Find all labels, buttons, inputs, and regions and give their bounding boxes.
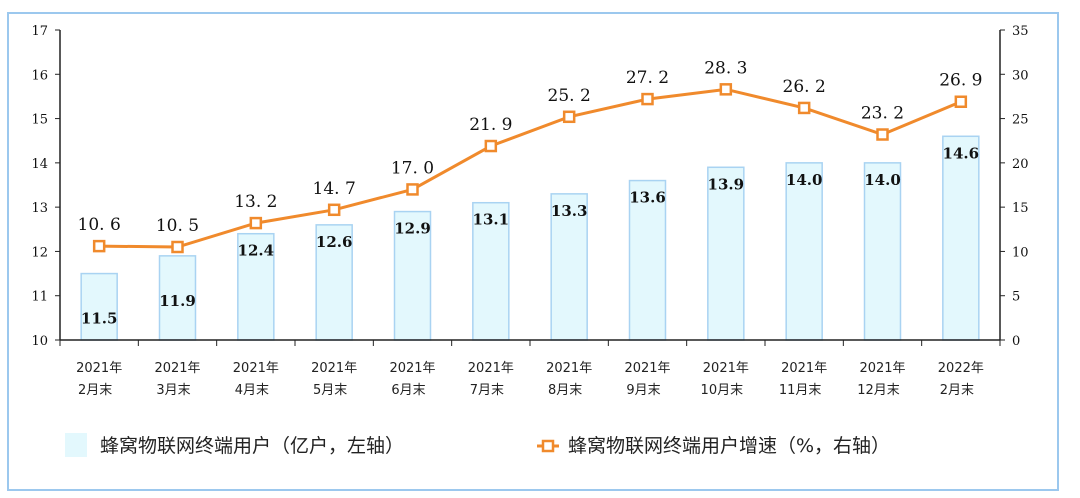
left-tick-label: 11 bbox=[31, 290, 48, 305]
x-tick-label: 5月末 bbox=[313, 383, 347, 398]
legend-line-marker bbox=[541, 439, 555, 453]
line-label: 26. 2 bbox=[783, 77, 826, 97]
x-tick-label: 4月末 bbox=[235, 383, 269, 398]
right-tick-label: 20 bbox=[1012, 157, 1029, 172]
bar-label: 11.5 bbox=[81, 310, 118, 328]
x-tick-label: 2021年 bbox=[624, 361, 670, 376]
x-tick-label: 11月末 bbox=[779, 383, 822, 398]
right-tick-label: 5 bbox=[1012, 290, 1020, 305]
line-label: 13. 2 bbox=[234, 192, 277, 212]
line-marker bbox=[797, 101, 811, 115]
bar bbox=[628, 179, 667, 341]
right-tick-label: 30 bbox=[1012, 68, 1029, 83]
bar bbox=[550, 193, 588, 341]
bar-label: 12.4 bbox=[238, 242, 275, 260]
bar-label: 12.6 bbox=[316, 233, 353, 251]
legend-line-label: 蜂窝物联网终端用户增速（%，右轴） bbox=[568, 435, 890, 457]
x-tick-label: 7月末 bbox=[470, 383, 504, 398]
left-tick-label: 12 bbox=[31, 245, 48, 260]
bar-label: 13.9 bbox=[708, 175, 745, 193]
x-tick-label: 2021年 bbox=[781, 361, 827, 376]
bar bbox=[80, 272, 118, 341]
x-tick-label: 2021年 bbox=[76, 361, 122, 376]
line-label: 10. 5 bbox=[156, 216, 199, 236]
x-tick-label: 2021年 bbox=[154, 361, 200, 376]
line-marker bbox=[249, 216, 263, 230]
right-tick-label: 10 bbox=[1012, 245, 1029, 260]
line-label: 17. 0 bbox=[391, 158, 434, 178]
line-marker bbox=[562, 110, 576, 124]
right-tick-label: 25 bbox=[1012, 113, 1029, 128]
bar-label: 13.1 bbox=[473, 211, 510, 229]
line-marker bbox=[484, 139, 498, 153]
x-tick-label: 2月末 bbox=[78, 383, 112, 398]
x-tick-label: 3月末 bbox=[156, 383, 190, 398]
line-label: 23. 2 bbox=[861, 104, 904, 124]
line-label: 10. 6 bbox=[78, 215, 121, 235]
line-marker bbox=[171, 240, 184, 254]
bar bbox=[942, 135, 980, 341]
legend-bar-label: 蜂窝物联网终端用户（亿户，左轴） bbox=[100, 435, 404, 457]
right-tick-label: 15 bbox=[1012, 201, 1029, 216]
right-tick-label: 35 bbox=[1012, 24, 1029, 39]
line-label: 25. 2 bbox=[548, 86, 591, 106]
x-tick-label: 9月末 bbox=[626, 383, 660, 398]
line-marker bbox=[876, 128, 889, 141]
bar bbox=[863, 162, 902, 341]
growth-line bbox=[99, 87, 962, 249]
x-tick-label: 2021年 bbox=[389, 361, 435, 376]
bar bbox=[785, 162, 823, 341]
x-tick-label: 2022年 bbox=[938, 361, 984, 376]
bar-label: 14.6 bbox=[943, 144, 980, 162]
x-tick-label: 2021年 bbox=[311, 361, 357, 376]
line-marker bbox=[641, 92, 654, 106]
x-tick-label: 12月末 bbox=[857, 383, 900, 398]
line-marker bbox=[406, 183, 419, 196]
line-label: 26. 9 bbox=[939, 71, 982, 91]
bar bbox=[393, 210, 432, 341]
left-tick-label: 16 bbox=[31, 68, 48, 83]
line-marker bbox=[954, 95, 968, 108]
x-tick-label: 2021年 bbox=[703, 361, 749, 376]
left-tick-label: 15 bbox=[31, 113, 48, 128]
left-tick-label: 17 bbox=[31, 24, 48, 39]
line-label: 27. 2 bbox=[626, 68, 669, 88]
line-marker bbox=[719, 83, 733, 96]
bar-label: 11.9 bbox=[159, 292, 196, 310]
left-tick-label: 10 bbox=[31, 334, 48, 349]
line-label: 21. 9 bbox=[469, 115, 512, 135]
line-marker bbox=[92, 239, 106, 253]
line-marker bbox=[327, 203, 341, 217]
bar bbox=[315, 224, 353, 341]
x-tick-label: 8月末 bbox=[548, 383, 582, 398]
bar-label: 13.6 bbox=[629, 189, 666, 207]
chart-frame bbox=[7, 12, 1059, 491]
x-tick-label: 10月末 bbox=[701, 383, 744, 398]
x-tick-label: 6月末 bbox=[391, 383, 425, 398]
x-tick-label: 2021年 bbox=[468, 361, 514, 376]
line-label: 28. 3 bbox=[704, 58, 747, 78]
x-tick-label: 2月末 bbox=[940, 383, 974, 398]
bar-label: 14.0 bbox=[864, 171, 901, 189]
x-tick-label: 2021年 bbox=[233, 361, 279, 376]
left-tick-label: 13 bbox=[31, 201, 48, 216]
bar-label: 14.0 bbox=[786, 171, 823, 189]
bar-label: 13.3 bbox=[551, 202, 588, 220]
line-label: 14. 7 bbox=[313, 179, 356, 199]
bar bbox=[707, 166, 745, 341]
x-tick-label: 2021年 bbox=[546, 361, 592, 376]
bar-label: 12.9 bbox=[394, 220, 431, 238]
x-tick-label: 2021年 bbox=[859, 361, 905, 376]
legend-bar-swatch bbox=[65, 433, 87, 457]
right-tick-label: 0 bbox=[1012, 334, 1020, 349]
left-tick-label: 14 bbox=[31, 157, 48, 172]
